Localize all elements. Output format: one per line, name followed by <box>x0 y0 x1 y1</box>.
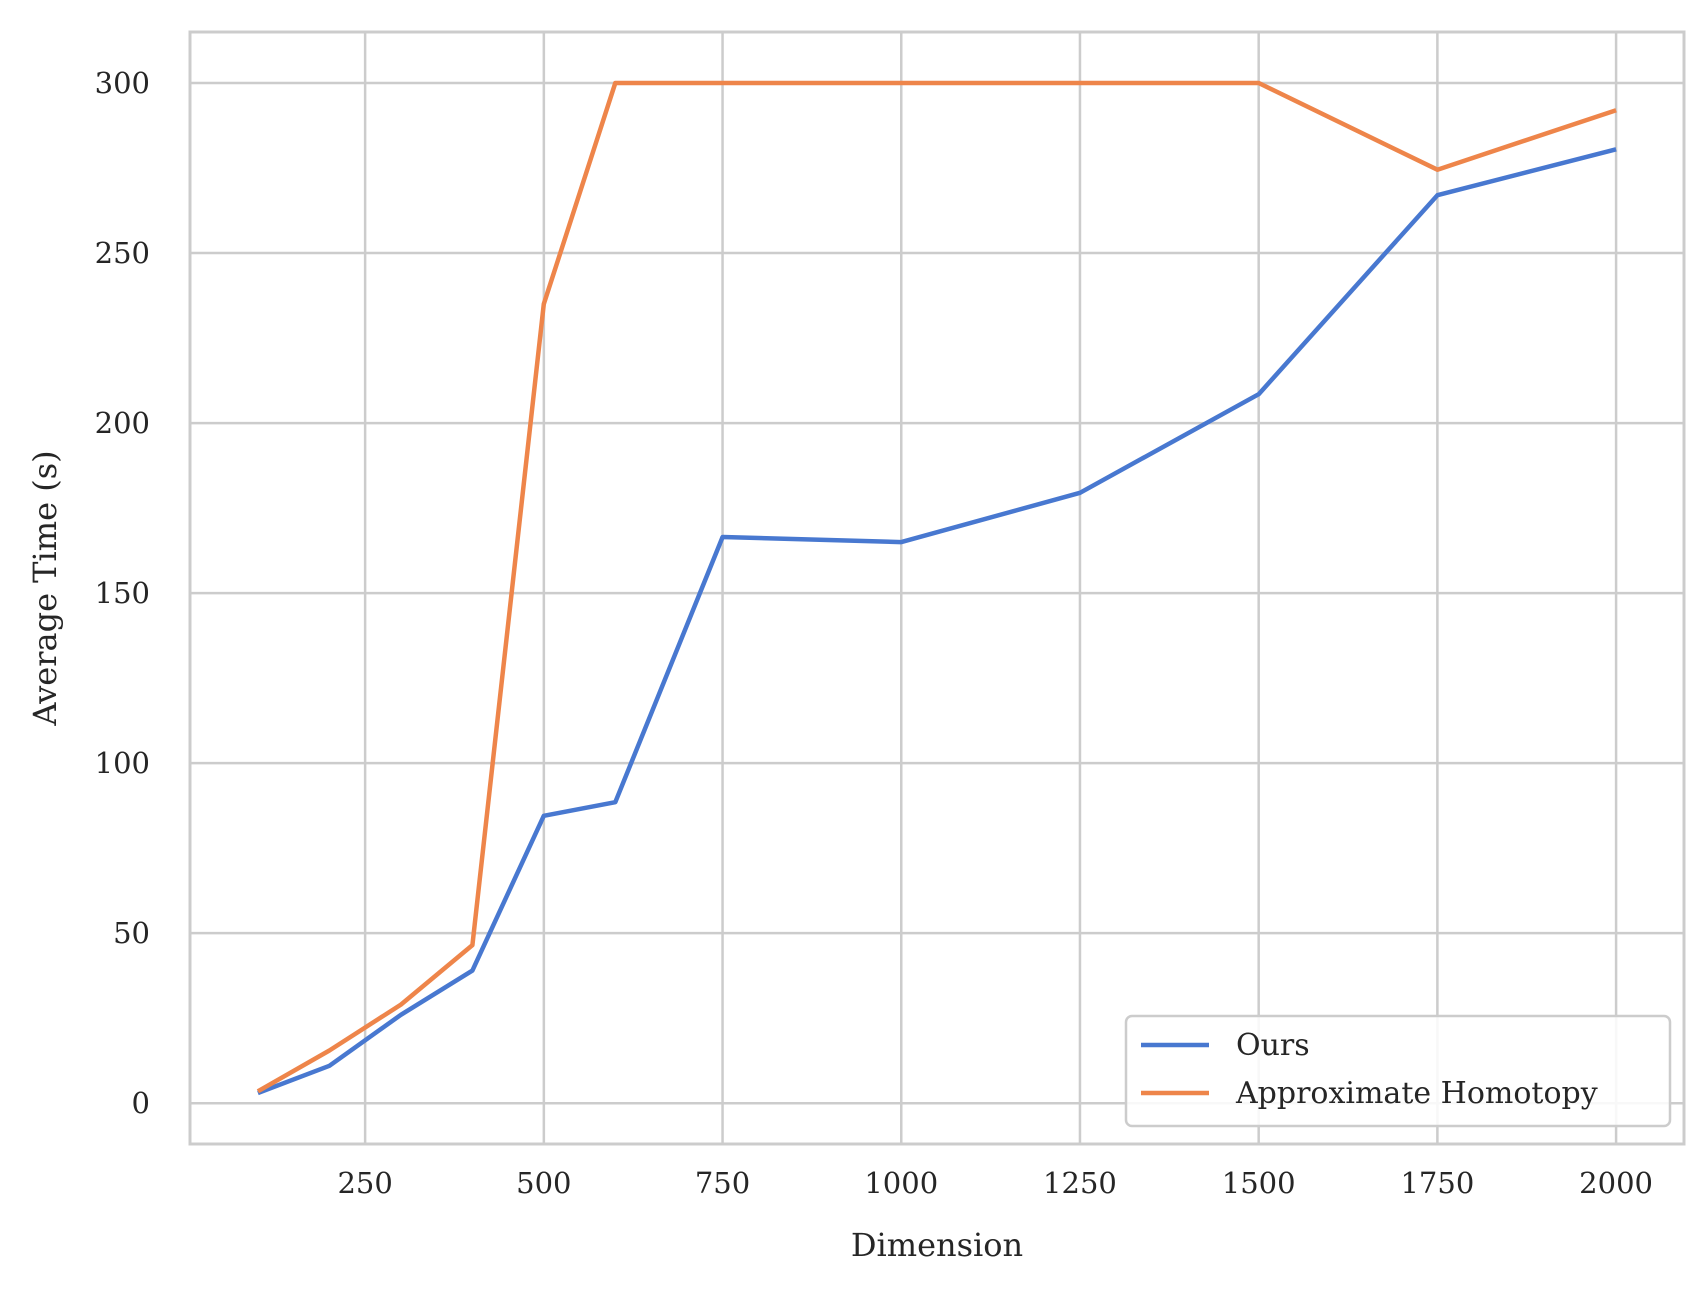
series-line-ours <box>257 147 1617 1096</box>
grid <box>190 32 1684 1144</box>
x-tick-label: 250 <box>337 1166 392 1200</box>
legend-label-approximate-homotopy: Approximate Homotopy <box>1235 1076 1598 1111</box>
y-tick-label: 300 <box>95 66 150 100</box>
x-tick-label: 2000 <box>1579 1166 1653 1200</box>
x-tick-label: 500 <box>516 1166 571 1200</box>
x-tick-label: 1500 <box>1222 1166 1296 1200</box>
x-tick-label: 1250 <box>1043 1166 1117 1200</box>
x-tick-label: 1750 <box>1400 1166 1474 1200</box>
plot-frame <box>188 30 1686 1146</box>
series-line-approximate-homotopy <box>256 80 1617 1094</box>
legend-box <box>1124 1014 1672 1128</box>
y-tick-label: 50 <box>113 916 150 950</box>
x-axis-label: Dimension <box>851 1226 1023 1264</box>
y-tick-label: 200 <box>95 406 150 440</box>
y-tick-label: 100 <box>95 746 150 780</box>
x-tick-label: 750 <box>695 1166 750 1200</box>
series-lines <box>256 80 1617 1096</box>
y-axis-label: Average Time (s) <box>26 450 64 726</box>
y-tick-labels: 0 50 100 150 200 250 300 <box>95 66 150 1120</box>
legend-label-ours: Ours <box>1236 1028 1310 1063</box>
legend: Ours Approximate Homotopy <box>1124 1014 1672 1128</box>
x-tick-label: 1000 <box>864 1166 938 1200</box>
y-tick-label: 250 <box>95 236 150 270</box>
y-tick-label: 150 <box>95 576 150 610</box>
y-tick-label: 0 <box>132 1086 150 1120</box>
x-tick-labels: 250 500 750 1000 1250 1500 1750 2000 <box>337 1166 1653 1200</box>
